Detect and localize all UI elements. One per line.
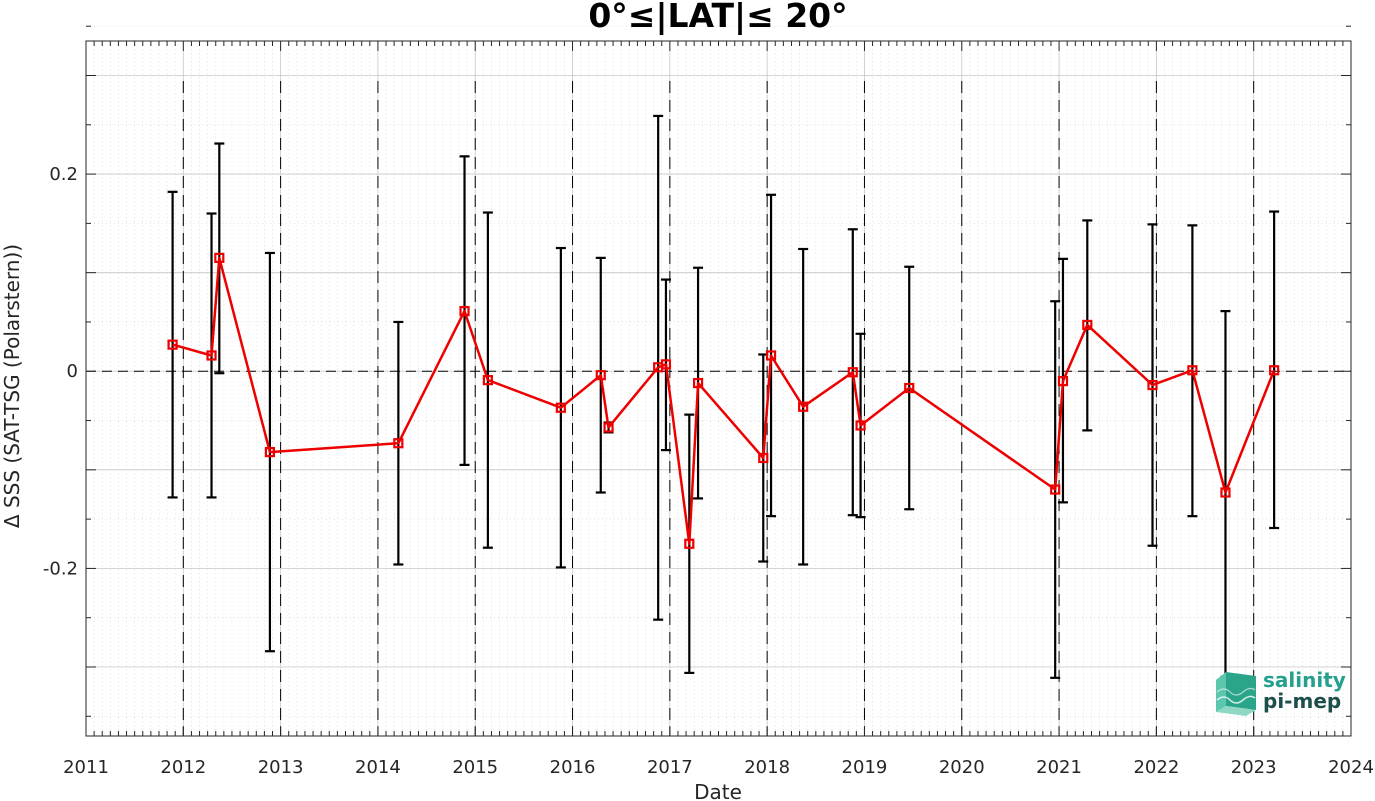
data-point-marker [555,402,566,413]
wave-cube-icon [1216,672,1256,716]
x-tick-labels: 2011 2012 2013 2014 2015 2016 2017 2018 2019 2020… [63,757,1374,778]
data-point-marker [798,401,809,412]
data-point-marker [847,367,858,378]
data-point-marker [595,370,606,381]
x-axis-label: Date [694,780,742,801]
chart-title: 0°≤|LAT|≤ 20° [588,0,847,35]
x-tick-label: 2016 [550,757,596,778]
y-axis-label: Δ SSS (SAT-TSG (Polarstern)) [0,244,24,528]
data-point-marker [1269,365,1280,376]
data-point-marker [264,446,276,458]
x-tick-label: 2013 [258,757,304,778]
x-tick-label: 2019 [842,757,888,778]
data-point-marker [603,422,614,433]
data-point-marker [167,339,178,350]
y-tick-labels: 0.2 0 -0.2 [43,164,78,579]
markers [167,252,1280,549]
data-point-marker [684,538,695,549]
x-tick-label: 2020 [939,757,985,778]
logo-line2: pi-mep [1263,689,1341,713]
x-tick-label: 2018 [744,757,790,778]
data-point-marker [1082,319,1093,331]
data-point-marker [692,377,704,389]
x-tick-label: 2014 [355,757,401,778]
x-tick-label: 2012 [160,757,206,778]
data-point-marker [904,382,915,394]
salinity-pi-mep-logo: salinity pi-mep [1216,668,1346,716]
x-tick-label: 2011 [63,757,109,778]
data-point-marker [660,359,672,370]
data-point-marker [1187,365,1198,376]
x-tick-label: 2021 [1036,757,1082,778]
axes [85,25,1352,737]
logo-line1: salinity [1263,668,1346,692]
x-tick-label: 2024 [1328,757,1374,778]
x-tick-label: 2017 [647,757,693,778]
data-point-marker [482,375,493,386]
data-point-marker [206,350,217,361]
y-tick-label: 0 [67,361,78,382]
x-tick-label: 2022 [1133,757,1179,778]
x-tick-label: 2015 [452,757,498,778]
x-tick-label: 2023 [1231,757,1277,778]
data-point-marker [765,350,777,361]
data-point-marker [1147,379,1158,391]
data-point-marker [1050,484,1061,495]
y-tick-label: 0.2 [49,164,78,185]
data-point-marker [758,452,769,464]
data-point-marker [1220,487,1231,498]
y-tick-label: -0.2 [43,558,78,579]
data-point-marker [393,438,404,449]
series-line [172,256,1276,546]
data-point-marker [855,420,866,431]
data-point-marker [214,252,225,263]
data-point-marker [459,306,470,317]
data-point-marker [1057,376,1069,387]
